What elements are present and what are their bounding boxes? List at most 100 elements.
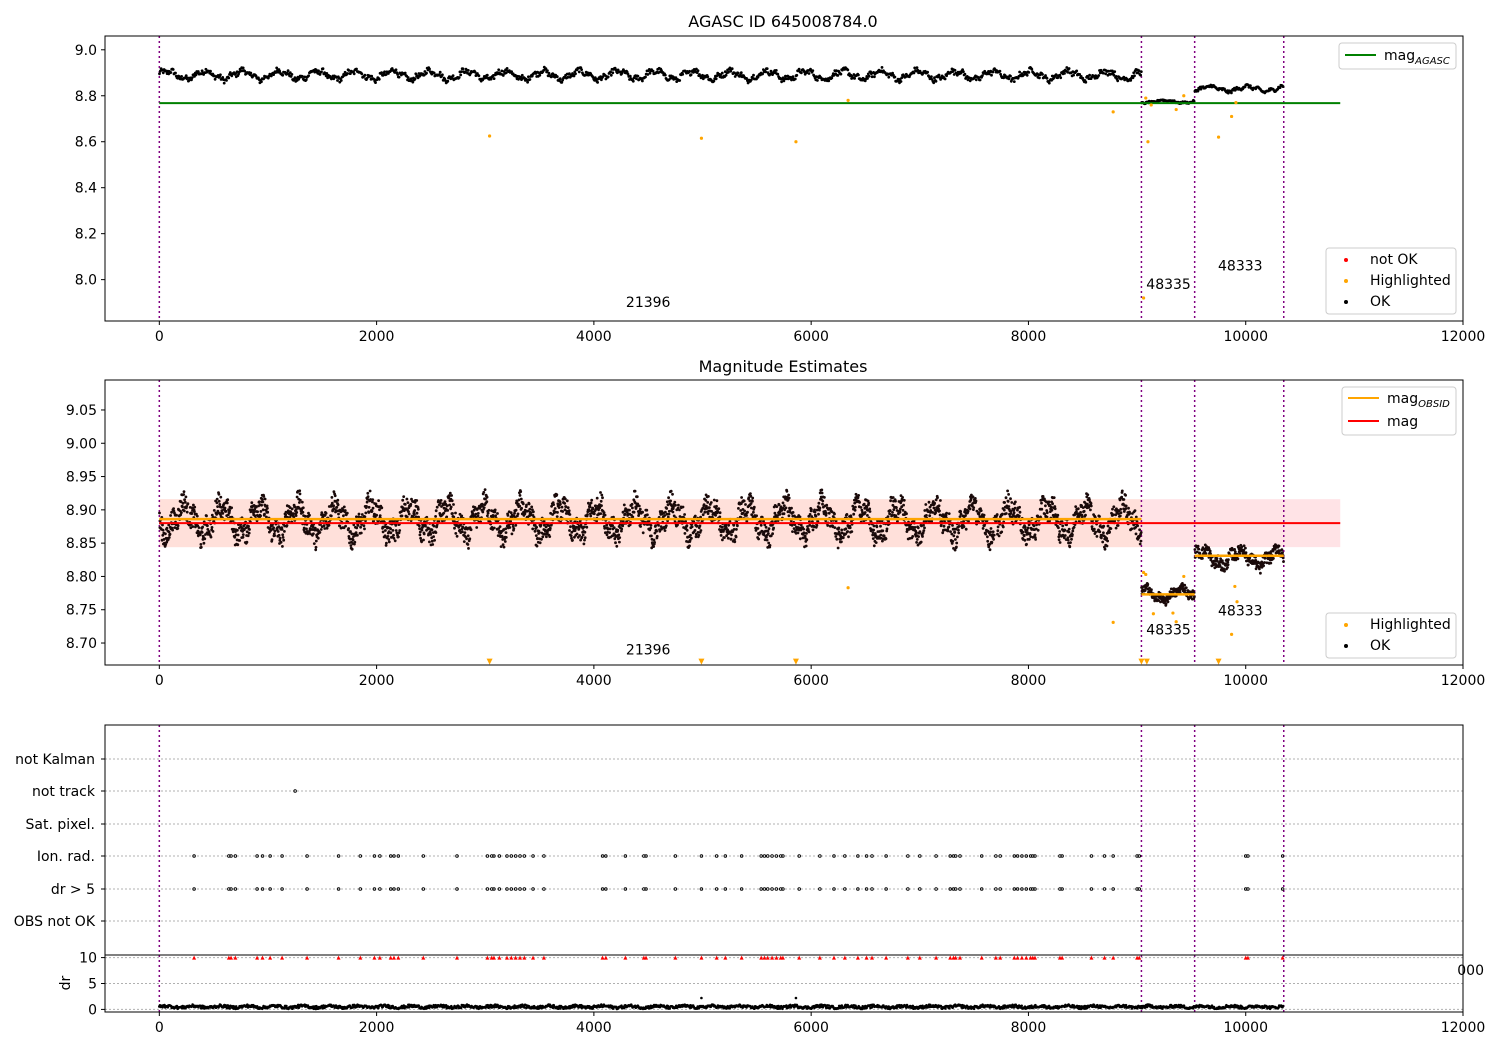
data-point [485, 73, 489, 77]
data-point [1067, 527, 1071, 531]
data-point [1076, 507, 1080, 511]
data-point [549, 75, 553, 79]
data-point [519, 490, 523, 493]
data-point [826, 524, 830, 527]
data-point [345, 511, 349, 515]
data-point [454, 511, 457, 515]
data-point [284, 513, 288, 517]
data-point [357, 515, 361, 519]
data-point [574, 72, 577, 76]
data-point [600, 504, 603, 507]
data-point [1216, 135, 1221, 139]
data-point [706, 75, 710, 79]
data-point [1050, 508, 1054, 512]
data-point [184, 495, 188, 499]
data-point [193, 510, 196, 514]
data-point [631, 79, 635, 83]
data-point [176, 524, 180, 528]
data-point [665, 507, 669, 510]
data-point [457, 76, 461, 79]
data-point [1084, 513, 1087, 517]
data-point [531, 527, 535, 531]
data-point [1111, 110, 1115, 114]
data-point [1199, 87, 1203, 91]
data-point [353, 540, 357, 544]
data-point [500, 69, 504, 73]
data-point [892, 508, 896, 511]
data-point [900, 76, 904, 80]
data-point [395, 531, 399, 535]
data-point [635, 495, 639, 499]
data-point [312, 532, 315, 536]
data-point [415, 511, 419, 515]
data-point [1089, 504, 1093, 508]
data-point [359, 525, 362, 529]
data-point [1001, 512, 1004, 516]
data-point [566, 75, 570, 79]
data-point [211, 530, 215, 533]
data-point [309, 532, 312, 536]
data-point [406, 501, 410, 504]
data-point [1101, 71, 1105, 75]
data-point [183, 498, 187, 502]
data-point [428, 67, 431, 71]
data-point [301, 506, 305, 510]
obsid-label: 48333 [1218, 258, 1263, 274]
data-point [978, 78, 982, 82]
data-point [1146, 582, 1150, 586]
data-point [432, 71, 436, 75]
data-point [787, 496, 791, 500]
data-point [413, 77, 417, 81]
data-point [482, 506, 486, 509]
x-tick-label: 12000 [1441, 329, 1486, 345]
data-point [283, 530, 286, 533]
data-point [332, 504, 335, 508]
data-point [468, 537, 472, 541]
data-point [385, 541, 388, 545]
data-point [471, 512, 475, 516]
data-point [657, 523, 660, 527]
data-point [583, 538, 586, 542]
data-point [636, 74, 640, 78]
data-point [620, 527, 624, 531]
data-point [583, 536, 587, 540]
data-point [236, 528, 239, 532]
data-point [1007, 77, 1011, 81]
data-point [1066, 538, 1070, 542]
data-point [674, 503, 677, 507]
data-point [755, 514, 758, 518]
data-point [510, 70, 513, 73]
data-point [602, 511, 606, 514]
data-point [461, 526, 465, 529]
data-point [317, 69, 320, 73]
data-point [186, 502, 190, 506]
data-point [1102, 531, 1105, 535]
data-point [199, 545, 203, 549]
data-point [420, 540, 423, 544]
data-point [867, 74, 871, 78]
data-point [927, 500, 931, 504]
data-point [210, 526, 214, 529]
data-point [1023, 538, 1027, 542]
data-point [565, 499, 569, 503]
data-point [898, 510, 902, 514]
data-point [366, 491, 370, 495]
data-point [182, 490, 186, 493]
data-point [833, 512, 836, 516]
data-point [683, 532, 687, 535]
data-point [1018, 70, 1021, 74]
data-point [821, 499, 825, 503]
data-point [1045, 511, 1049, 515]
data-point [571, 538, 574, 542]
data-point [405, 497, 409, 501]
data-point [791, 530, 794, 533]
data-point [342, 514, 345, 518]
data-point [486, 514, 489, 518]
data-point [884, 537, 888, 541]
data-point [514, 523, 518, 527]
data-point [547, 71, 551, 75]
data-point [911, 535, 915, 538]
data-point [817, 512, 820, 516]
data-point [365, 505, 368, 508]
data-point [370, 509, 374, 513]
